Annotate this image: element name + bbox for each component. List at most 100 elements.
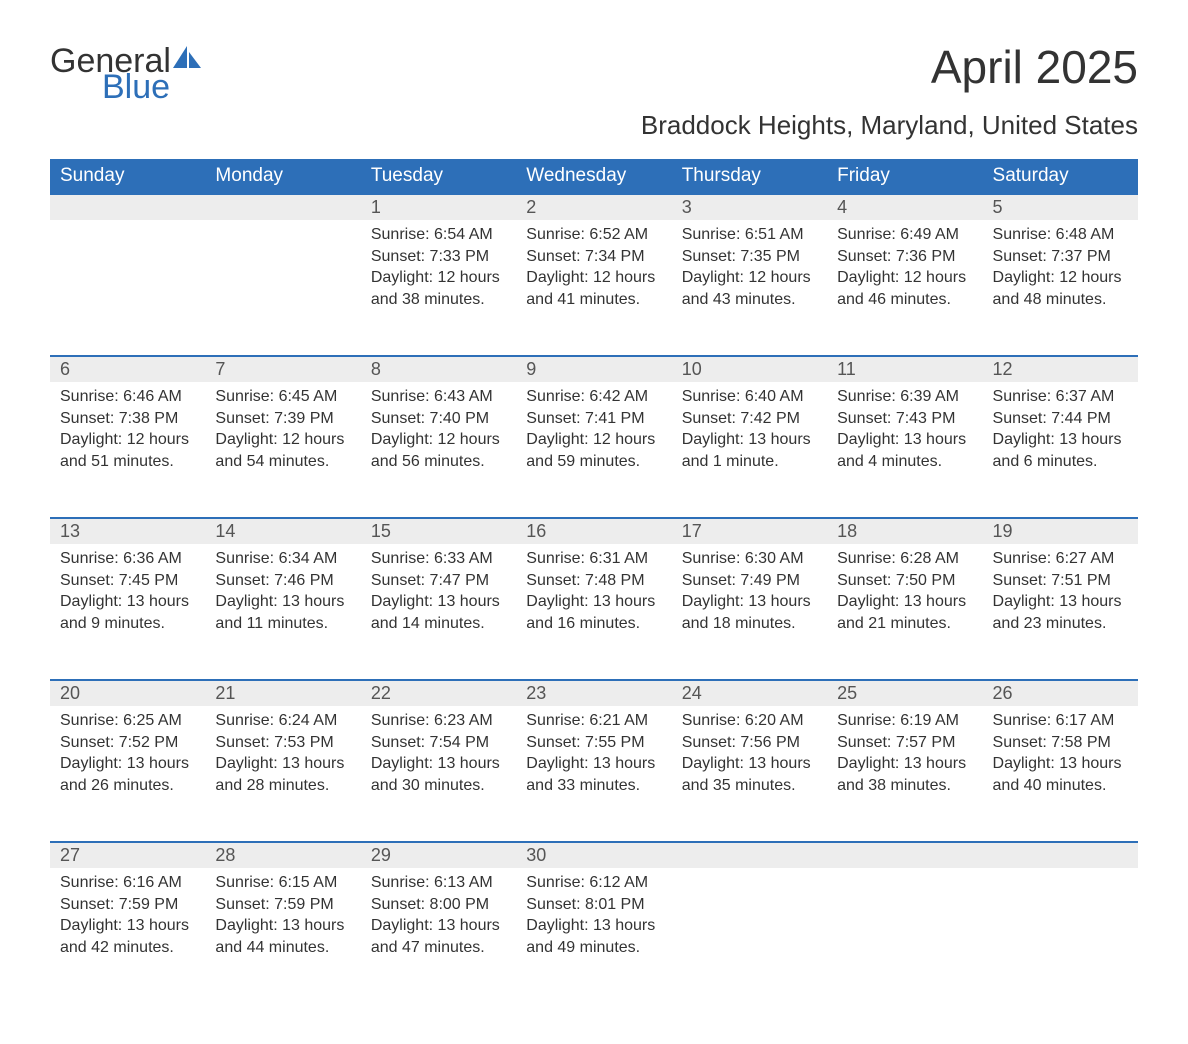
sunset-text: Sunset: 7:39 PM: [215, 408, 352, 430]
sunset-text: Sunset: 7:55 PM: [526, 732, 663, 754]
sunrise-text: Sunrise: 6:13 AM: [371, 872, 508, 894]
daylight-text: Daylight: 13 hours and 21 minutes.: [837, 591, 974, 634]
day-number: 21: [215, 683, 235, 703]
sunset-text: Sunset: 7:53 PM: [215, 732, 352, 754]
day-number-cell: 28: [205, 842, 360, 868]
sunset-text: Sunset: 7:33 PM: [371, 246, 508, 268]
daylight-text: Daylight: 12 hours and 43 minutes.: [682, 267, 819, 310]
sunset-text: Sunset: 8:01 PM: [526, 894, 663, 916]
sunrise-text: Sunrise: 6:46 AM: [60, 386, 197, 408]
day-content-cell: Sunrise: 6:15 AMSunset: 7:59 PMDaylight:…: [205, 868, 360, 1004]
sunrise-text: Sunrise: 6:15 AM: [215, 872, 352, 894]
content-row: Sunrise: 6:16 AMSunset: 7:59 PMDaylight:…: [50, 868, 1138, 1004]
daylight-text: Daylight: 12 hours and 46 minutes.: [837, 267, 974, 310]
sunrise-text: Sunrise: 6:33 AM: [371, 548, 508, 570]
day-number-cell: 26: [983, 680, 1138, 706]
sunset-text: Sunset: 7:34 PM: [526, 246, 663, 268]
sunrise-text: Sunrise: 6:39 AM: [837, 386, 974, 408]
daylight-text: Daylight: 13 hours and 4 minutes.: [837, 429, 974, 472]
sunset-text: Sunset: 7:57 PM: [837, 732, 974, 754]
day-number-cell: 5: [983, 194, 1138, 220]
day-number-cell: [672, 842, 827, 868]
day-number: 15: [371, 521, 391, 541]
daylight-text: Daylight: 13 hours and 16 minutes.: [526, 591, 663, 634]
daynum-row: 6789101112: [50, 356, 1138, 382]
day-content-cell: Sunrise: 6:24 AMSunset: 7:53 PMDaylight:…: [205, 706, 360, 842]
sunrise-text: Sunrise: 6:36 AM: [60, 548, 197, 570]
daylight-text: Daylight: 13 hours and 35 minutes.: [682, 753, 819, 796]
sunset-text: Sunset: 7:45 PM: [60, 570, 197, 592]
day-number-cell: [827, 842, 982, 868]
day-number-cell: 6: [50, 356, 205, 382]
sunrise-text: Sunrise: 6:25 AM: [60, 710, 197, 732]
day-number: 1: [371, 197, 381, 217]
day-content-cell: Sunrise: 6:19 AMSunset: 7:57 PMDaylight:…: [827, 706, 982, 842]
sunrise-text: Sunrise: 6:20 AM: [682, 710, 819, 732]
daylight-text: Daylight: 12 hours and 54 minutes.: [215, 429, 352, 472]
day-number-cell: [50, 194, 205, 220]
day-content-cell: [827, 868, 982, 1004]
page-title: April 2025: [931, 40, 1138, 94]
day-number: 19: [993, 521, 1013, 541]
daylight-text: Daylight: 12 hours and 41 minutes.: [526, 267, 663, 310]
day-number-cell: 23: [516, 680, 671, 706]
sunset-text: Sunset: 7:44 PM: [993, 408, 1130, 430]
day-number-cell: 10: [672, 356, 827, 382]
day-number: 9: [526, 359, 536, 379]
day-content-cell: Sunrise: 6:40 AMSunset: 7:42 PMDaylight:…: [672, 382, 827, 518]
day-number: 18: [837, 521, 857, 541]
day-number-cell: 9: [516, 356, 671, 382]
weekday-header: Sunday: [50, 159, 205, 194]
sunrise-text: Sunrise: 6:37 AM: [993, 386, 1130, 408]
day-number: 17: [682, 521, 702, 541]
sunrise-text: Sunrise: 6:54 AM: [371, 224, 508, 246]
content-row: Sunrise: 6:36 AMSunset: 7:45 PM Daylight:…: [50, 544, 1138, 680]
sunset-text: Sunset: 7:50 PM: [837, 570, 974, 592]
daylight-text: Daylight: 13 hours and 14 minutes.: [371, 591, 508, 634]
day-content-cell: Sunrise: 6:46 AMSunset: 7:38 PMDaylight:…: [50, 382, 205, 518]
brand-word-2: Blue: [102, 70, 203, 104]
sunset-text: Sunset: 7:59 PM: [60, 894, 197, 916]
day-number: 24: [682, 683, 702, 703]
day-content-cell: Sunrise: 6:12 AMSunset: 8:01 PMDaylight:…: [516, 868, 671, 1004]
day-number: 13: [60, 521, 80, 541]
day-number: 16: [526, 521, 546, 541]
daylight-text: Daylight: 13 hours and 30 minutes.: [371, 753, 508, 796]
sunrise-text: Sunrise: 6:19 AM: [837, 710, 974, 732]
weekday-header: Friday: [827, 159, 982, 194]
daylight-text: Daylight: 12 hours and 48 minutes.: [993, 267, 1130, 310]
sunrise-text: Sunrise: 6:17 AM: [993, 710, 1130, 732]
sunset-text: Sunset: 7:52 PM: [60, 732, 197, 754]
day-number-cell: 27: [50, 842, 205, 868]
day-content-cell: Sunrise: 6:20 AMSunset: 7:56 PMDaylight:…: [672, 706, 827, 842]
day-number: 20: [60, 683, 80, 703]
daylight-text: Daylight: 13 hours and 33 minutes.: [526, 753, 663, 796]
daylight-text: Daylight: 13 hours and 6 minutes.: [993, 429, 1130, 472]
sunrise-text: Sunrise: 6:23 AM: [371, 710, 508, 732]
day-number: 22: [371, 683, 391, 703]
day-number-cell: 1: [361, 194, 516, 220]
daylight-text: Daylight: 12 hours and 59 minutes.: [526, 429, 663, 472]
daynum-row: 27282930: [50, 842, 1138, 868]
day-content-cell: Sunrise: 6:49 AMSunset: 7:36 PMDaylight:…: [827, 220, 982, 356]
day-number-cell: 30: [516, 842, 671, 868]
sunrise-text: Sunrise: 6:40 AM: [682, 386, 819, 408]
day-number: 5: [993, 197, 1003, 217]
weekday-header: Tuesday: [361, 159, 516, 194]
day-number-cell: [205, 194, 360, 220]
day-content-cell: Sunrise: 6:16 AMSunset: 7:59 PMDaylight:…: [50, 868, 205, 1004]
sunrise-text: Sunrise: 6:12 AM: [526, 872, 663, 894]
day-number-cell: 16: [516, 518, 671, 544]
day-number-cell: 2: [516, 194, 671, 220]
day-content-cell: Sunrise: 6:23 AMSunset: 7:54 PMDaylight:…: [361, 706, 516, 842]
sunrise-text: Sunrise: 6:49 AM: [837, 224, 974, 246]
day-content-cell: Sunrise: 6:21 AMSunset: 7:55 PMDaylight:…: [516, 706, 671, 842]
sunset-text: Sunset: 7:59 PM: [215, 894, 352, 916]
day-number: 12: [993, 359, 1013, 379]
day-number-cell: 3: [672, 194, 827, 220]
daylight-text: Daylight: 12 hours and 38 minutes.: [371, 267, 508, 310]
sunrise-text: Sunrise: 6:42 AM: [526, 386, 663, 408]
weekday-header-row: Sunday Monday Tuesday Wednesday Thursday…: [50, 159, 1138, 194]
sunset-text: Sunset: 7:40 PM: [371, 408, 508, 430]
daylight-text: Daylight: 13 hours and 1 minute.: [682, 429, 819, 472]
